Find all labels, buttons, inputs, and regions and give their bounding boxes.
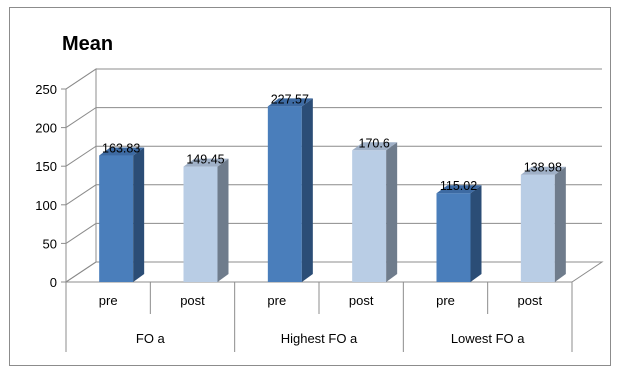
gridline xyxy=(65,145,602,167)
data-label: 163.83 xyxy=(102,142,140,156)
bar xyxy=(99,147,145,282)
bar-front xyxy=(267,106,302,283)
gridlines xyxy=(65,68,602,283)
y-tick-label: 0 xyxy=(50,275,57,290)
chart-title: Mean xyxy=(62,33,113,55)
bar xyxy=(520,166,566,282)
group-label: Highest FO a xyxy=(281,331,358,346)
data-label: 227.57 xyxy=(271,92,309,106)
bar-side xyxy=(217,158,229,282)
data-labels: 163.83 149.45 227.57 170.6 115.02 138.98 xyxy=(102,92,562,193)
bar-front xyxy=(99,155,134,282)
bar xyxy=(352,142,398,282)
group-label: Lowest FO a xyxy=(451,331,525,346)
gridline xyxy=(65,184,602,206)
y-tick-label: 200 xyxy=(35,121,57,136)
category-label: post xyxy=(518,293,543,308)
bar-top xyxy=(267,98,313,107)
category-label: post xyxy=(180,293,205,308)
data-label: 115.02 xyxy=(440,179,477,193)
category-label: pre xyxy=(436,293,455,308)
group-label: FO a xyxy=(136,331,166,346)
bar-top xyxy=(352,142,398,151)
y-tick-label: 250 xyxy=(35,82,57,97)
gridline xyxy=(65,222,602,244)
category-label: pre xyxy=(267,293,286,308)
x-axis: pre post pre post pre post FO a Highest FO a Low… xyxy=(65,282,573,352)
data-label: 138.98 xyxy=(524,161,562,175)
bar-side xyxy=(301,98,313,282)
gridline xyxy=(65,68,602,90)
bar-top xyxy=(436,185,482,194)
y-tick-label: 100 xyxy=(35,198,57,213)
bar-front xyxy=(436,193,471,282)
bar-side xyxy=(386,142,398,282)
category-label: pre xyxy=(99,293,118,308)
bar-top xyxy=(99,147,145,156)
bar-side xyxy=(554,166,566,282)
bar-side xyxy=(133,147,145,282)
category-label: post xyxy=(349,293,374,308)
chart-area: Mean 0 50 100 150 200 250 163.83 149.45 227.57 1… xyxy=(9,7,611,366)
y-tick-label: 150 xyxy=(35,159,57,174)
gridline xyxy=(65,107,602,129)
data-label: 170.6 xyxy=(359,136,390,150)
bar-top xyxy=(183,158,229,167)
y-tick-label: 50 xyxy=(43,236,57,251)
y-axis-ticks: 0 50 100 150 200 250 xyxy=(35,82,66,290)
bar-front xyxy=(520,174,555,282)
bar-top xyxy=(520,166,566,175)
side-wall xyxy=(65,68,97,283)
bars xyxy=(99,98,566,283)
bar xyxy=(267,98,313,283)
data-label: 149.45 xyxy=(186,153,224,167)
bar xyxy=(436,185,482,282)
gridline xyxy=(65,261,602,283)
bar-front xyxy=(183,166,218,282)
bar-side xyxy=(470,185,482,282)
bar-front xyxy=(352,150,387,282)
bar xyxy=(183,158,229,282)
